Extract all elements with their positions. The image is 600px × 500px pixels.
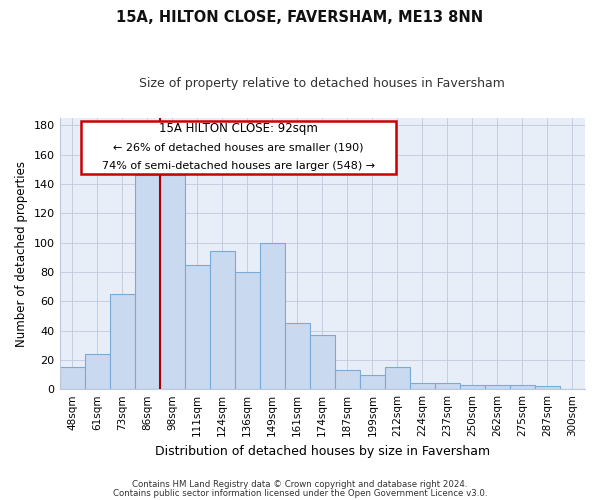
Text: 15A HILTON CLOSE: 92sqm: 15A HILTON CLOSE: 92sqm bbox=[159, 122, 317, 135]
Text: Contains public sector information licensed under the Open Government Licence v3: Contains public sector information licen… bbox=[113, 488, 487, 498]
Bar bbox=[535, 386, 560, 389]
Bar bbox=[335, 370, 360, 389]
Bar bbox=[510, 385, 535, 389]
Bar bbox=[385, 367, 410, 389]
Bar bbox=[285, 323, 310, 389]
Bar bbox=[59, 367, 85, 389]
Y-axis label: Number of detached properties: Number of detached properties bbox=[15, 160, 28, 346]
Bar bbox=[410, 384, 435, 389]
Text: ← 26% of detached houses are smaller (190): ← 26% of detached houses are smaller (19… bbox=[113, 142, 364, 152]
Bar bbox=[185, 264, 209, 389]
Bar bbox=[485, 385, 510, 389]
Bar bbox=[85, 354, 110, 389]
FancyBboxPatch shape bbox=[80, 121, 396, 174]
Bar bbox=[134, 175, 160, 389]
Bar bbox=[310, 335, 335, 389]
Text: 15A, HILTON CLOSE, FAVERSHAM, ME13 8NN: 15A, HILTON CLOSE, FAVERSHAM, ME13 8NN bbox=[116, 10, 484, 25]
Bar bbox=[435, 384, 460, 389]
Bar bbox=[360, 374, 385, 389]
Bar bbox=[260, 242, 285, 389]
Text: 74% of semi-detached houses are larger (548) →: 74% of semi-detached houses are larger (… bbox=[101, 160, 375, 170]
Bar bbox=[460, 385, 485, 389]
Bar bbox=[110, 294, 134, 389]
Title: Size of property relative to detached houses in Faversham: Size of property relative to detached ho… bbox=[139, 78, 505, 90]
X-axis label: Distribution of detached houses by size in Faversham: Distribution of detached houses by size … bbox=[155, 444, 490, 458]
Bar bbox=[209, 252, 235, 389]
Bar bbox=[160, 175, 185, 389]
Text: Contains HM Land Registry data © Crown copyright and database right 2024.: Contains HM Land Registry data © Crown c… bbox=[132, 480, 468, 489]
Bar bbox=[235, 272, 260, 389]
